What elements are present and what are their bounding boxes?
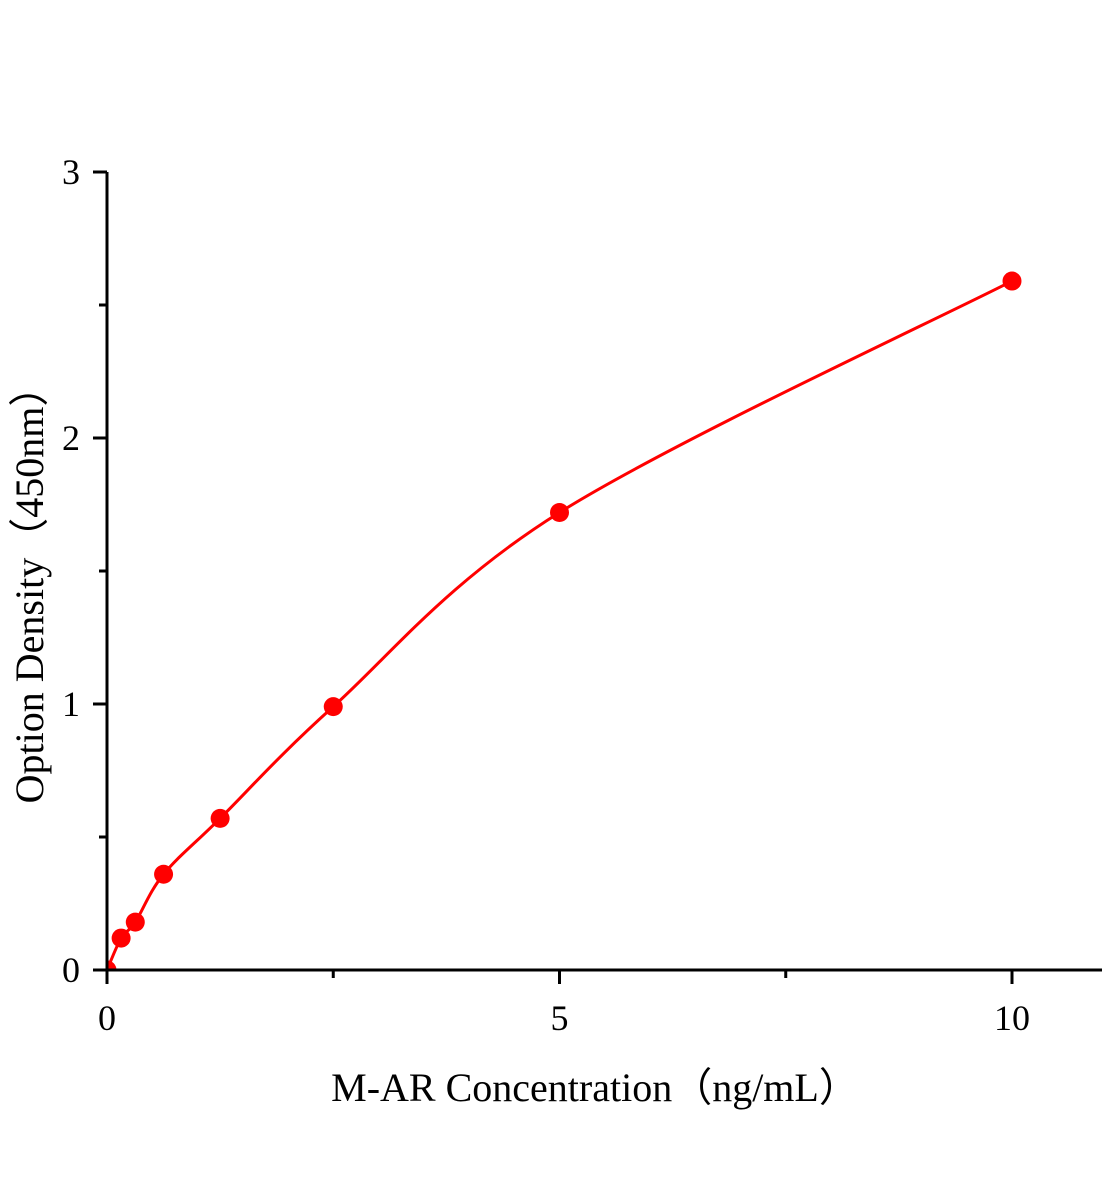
data-point	[1002, 271, 1022, 291]
data-point	[125, 912, 145, 932]
y-tick-label: 1	[62, 684, 80, 724]
y-tick-label: 0	[62, 950, 80, 990]
x-tick-label: 0	[98, 998, 116, 1038]
plot-area	[107, 271, 1022, 970]
series-group	[107, 271, 1022, 970]
data-point	[111, 928, 131, 948]
y-tick-label: 3	[62, 152, 80, 192]
y-axis-label: Option Density（450nm）	[7, 367, 52, 804]
data-point	[210, 808, 230, 828]
data-point	[550, 502, 569, 522]
axes: 0 5 10 0 1 2 3	[62, 152, 1102, 1038]
y-tick-label: 2	[62, 418, 80, 458]
x-tick-label: 10	[994, 998, 1030, 1038]
x-tick-label: 5	[551, 998, 569, 1038]
data-point	[107, 960, 117, 970]
fit-curve	[107, 279, 1013, 970]
data-point	[323, 697, 343, 717]
data-point	[154, 864, 174, 884]
x-axis-label: M-AR Concentration（ng/mL）	[331, 1065, 859, 1110]
